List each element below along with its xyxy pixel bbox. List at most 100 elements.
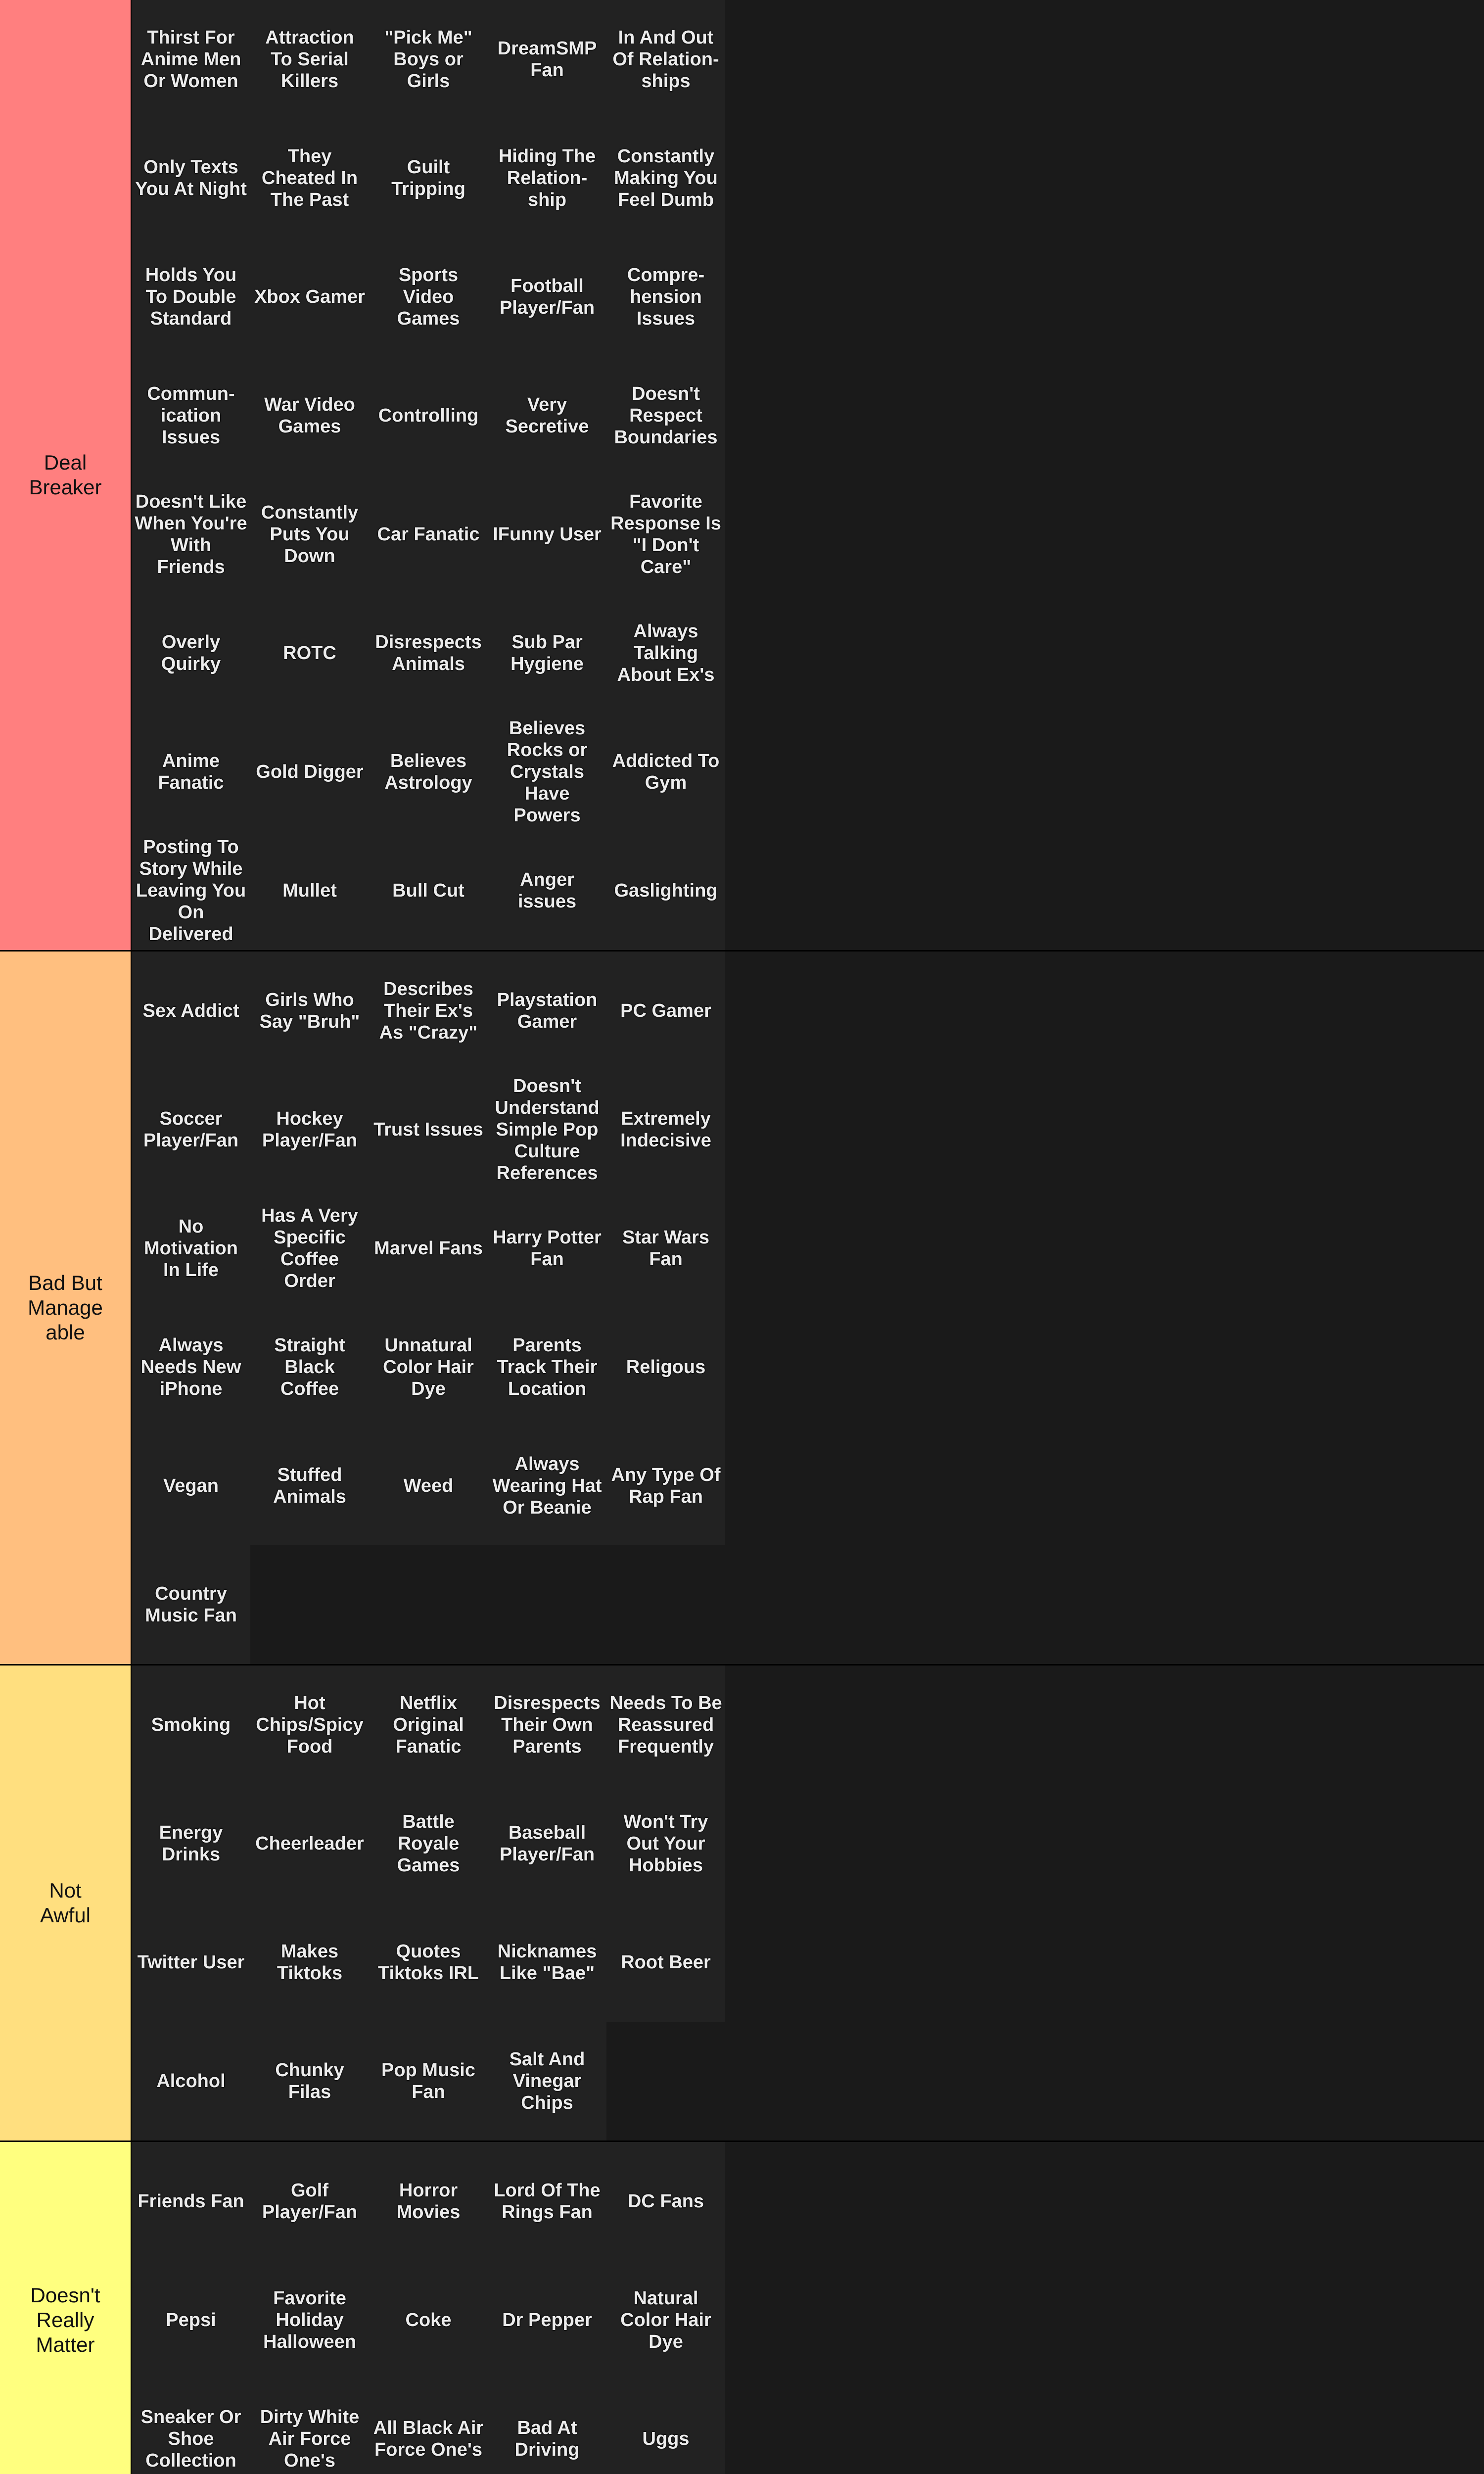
tier-items-dropzone[interactable]: Thirst For Anime Men Or Women Attraction … [132,0,808,950]
tier-item[interactable]: Smoking [132,1665,250,1784]
tier-item[interactable]: Horror Movies [369,2142,488,2261]
tier-item[interactable]: Addicted To Gym [606,713,725,831]
tier-item[interactable]: Playstation Gamer [488,952,606,1070]
tier-item[interactable]: PC Gamer [606,952,725,1070]
tier-item[interactable]: Only Texts You At Night [132,119,250,238]
tier-item[interactable]: Anime Fanatic [132,713,250,831]
tier-item[interactable]: Sports Video Games [369,238,488,356]
tier-item[interactable]: They Cheated In The Past [250,119,369,238]
tier-item[interactable]: Unnatural Color Hair Dye [369,1308,488,1427]
tier-item[interactable]: Twitter User [132,1903,250,2022]
tier-item[interactable]: Alcohol [132,2022,250,2141]
tier-items-dropzone[interactable]: Sex Addict Girls Who Say "Bruh" Describes … [132,952,808,1664]
tier-item[interactable]: Always Wearing Hat Or Beanie [488,1427,606,1545]
tier-item[interactable]: Car Fanatic [369,475,488,594]
tier-item[interactable]: Xbox Gamer [250,238,369,356]
tier-item[interactable]: Disrespects Animals [369,594,488,713]
tier-item[interactable]: Harry Potter Fan [488,1189,606,1308]
tier-item[interactable]: Gaslighting [606,831,725,950]
tier-item[interactable]: Mullet [250,831,369,950]
tier-item[interactable]: Believes Rocks or Crystals Have Powers [488,713,606,831]
tier-label[interactable]: Deal Breaker [0,0,132,950]
tier-item[interactable]: Very Secretive [488,356,606,475]
tier-item[interactable]: ROTC [250,594,369,713]
tier-item[interactable]: Friends Fan [132,2142,250,2261]
tier-item[interactable]: DC Fans [606,2142,725,2261]
tier-item[interactable]: Describes Their Ex's As "Crazy" [369,952,488,1070]
tier-item[interactable]: DreamSMP Fan [488,0,606,119]
tier-items-dropzone[interactable]: Smoking Hot Chips/Spicy Food Netflix Origi… [132,1665,808,2141]
tier-item[interactable]: Attraction To Serial Killers [250,0,369,119]
tier-item[interactable]: No Motivation In Life [132,1189,250,1308]
tier-item[interactable]: Natural Color Hair Dye [606,2261,725,2379]
tier-item[interactable]: Has A Very Specific Coffee Order [250,1189,369,1308]
tier-item[interactable]: Salt And Vinegar Chips [488,2022,606,2141]
tier-item[interactable]: In And Out Of Relation-ships [606,0,725,119]
tier-item[interactable]: Makes Tiktoks [250,1903,369,2022]
tier-item[interactable]: Doesn't Respect Boundaries [606,356,725,475]
tier-item[interactable]: Gold Digger [250,713,369,831]
tier-item[interactable]: Chunky Filas [250,2022,369,2141]
tier-item[interactable]: Baseball Player/Fan [488,1784,606,1903]
tier-item[interactable]: Soccer Player/Fan [132,1070,250,1189]
tier-item[interactable]: Constantly Making You Feel Dumb [606,119,725,238]
tier-item[interactable]: War Video Games [250,356,369,475]
tier-item[interactable]: Netflix Original Fanatic [369,1665,488,1784]
tier-item[interactable]: Football Player/Fan [488,238,606,356]
tier-item[interactable]: Holds You To Double Standard [132,238,250,356]
tier-item[interactable]: Root Beer [606,1903,725,2022]
tier-item[interactable]: Stuffed Animals [250,1427,369,1545]
tier-item[interactable]: Trust Issues [369,1070,488,1189]
tier-item[interactable]: All Black Air Force One's [369,2379,488,2474]
tier-item[interactable]: Hockey Player/Fan [250,1070,369,1189]
tier-items-dropzone[interactable]: Friends Fan Golf Player/Fan Horror Movies L… [132,2142,808,2474]
tier-item[interactable]: Controlling [369,356,488,475]
tier-item[interactable]: Compre-hension Issues [606,238,725,356]
tier-item[interactable]: Hot Chips/Spicy Food [250,1665,369,1784]
tier-item[interactable]: Coke [369,2261,488,2379]
tier-item[interactable]: Constantly Puts You Down [250,475,369,594]
tier-item[interactable]: Quotes Tiktoks IRL [369,1903,488,2022]
tier-item[interactable]: Girls Who Say "Bruh" [250,952,369,1070]
tier-item[interactable]: Bull Cut [369,831,488,950]
tier-item[interactable]: Believes Astrology [369,713,488,831]
tier-item[interactable]: Overly Quirky [132,594,250,713]
tier-item[interactable]: Star Wars Fan [606,1189,725,1308]
tier-item[interactable]: Any Type Of Rap Fan [606,1427,725,1545]
tier-item[interactable]: Disrespects Their Own Parents [488,1665,606,1784]
tier-item[interactable]: Dr Pepper [488,2261,606,2379]
tier-item[interactable]: Hiding The Relation-ship [488,119,606,238]
tier-item[interactable]: Religous [606,1308,725,1427]
tier-item[interactable]: Posting To Story While Leaving You On De… [132,831,250,950]
tier-item[interactable]: Bad At Driving [488,2379,606,2474]
tier-item[interactable]: Vegan [132,1427,250,1545]
tier-item[interactable]: Thirst For Anime Men Or Women [132,0,250,119]
tier-item[interactable]: Cheerleader [250,1784,369,1903]
tier-item[interactable]: Always Talking About Ex's [606,594,725,713]
tier-item[interactable]: Favorite Holiday Halloween [250,2261,369,2379]
tier-label[interactable]: Not Awful [0,1665,132,2141]
tier-item[interactable]: Sneaker Or Shoe Collection [132,2379,250,2474]
tier-item[interactable]: Straight Black Coffee [250,1308,369,1427]
tier-item[interactable]: Needs To Be Reassured Frequently [606,1665,725,1784]
tier-item[interactable]: Favorite Response Is "I Don't Care" [606,475,725,594]
tier-item[interactable]: Pop Music Fan [369,2022,488,2141]
tier-item[interactable]: Pepsi [132,2261,250,2379]
tier-item[interactable]: Guilt Tripping [369,119,488,238]
tier-item[interactable]: "Pick Me" Boys or Girls [369,0,488,119]
tier-item[interactable]: Sub Par Hygiene [488,594,606,713]
tier-item[interactable]: Golf Player/Fan [250,2142,369,2261]
tier-item[interactable]: Won't Try Out Your Hobbies [606,1784,725,1903]
tier-item[interactable]: Parents Track Their Location [488,1308,606,1427]
tier-label[interactable]: Bad But Manage able [0,952,132,1664]
tier-item[interactable]: Doesn't Understand Simple Pop Culture Re… [488,1070,606,1189]
tier-item[interactable]: Lord Of The Rings Fan [488,2142,606,2261]
tier-item[interactable]: Marvel Fans [369,1189,488,1308]
tier-item[interactable]: Energy Drinks [132,1784,250,1903]
tier-item[interactable]: Commun-ication Issues [132,356,250,475]
tier-item[interactable]: Dirty White Air Force One's [250,2379,369,2474]
tier-label[interactable]: Doesn't Really Matter [0,2142,132,2474]
tier-item[interactable]: IFunny User [488,475,606,594]
tier-item[interactable]: Doesn't Like When You're With Friends [132,475,250,594]
tier-item[interactable]: Always Needs New iPhone [132,1308,250,1427]
